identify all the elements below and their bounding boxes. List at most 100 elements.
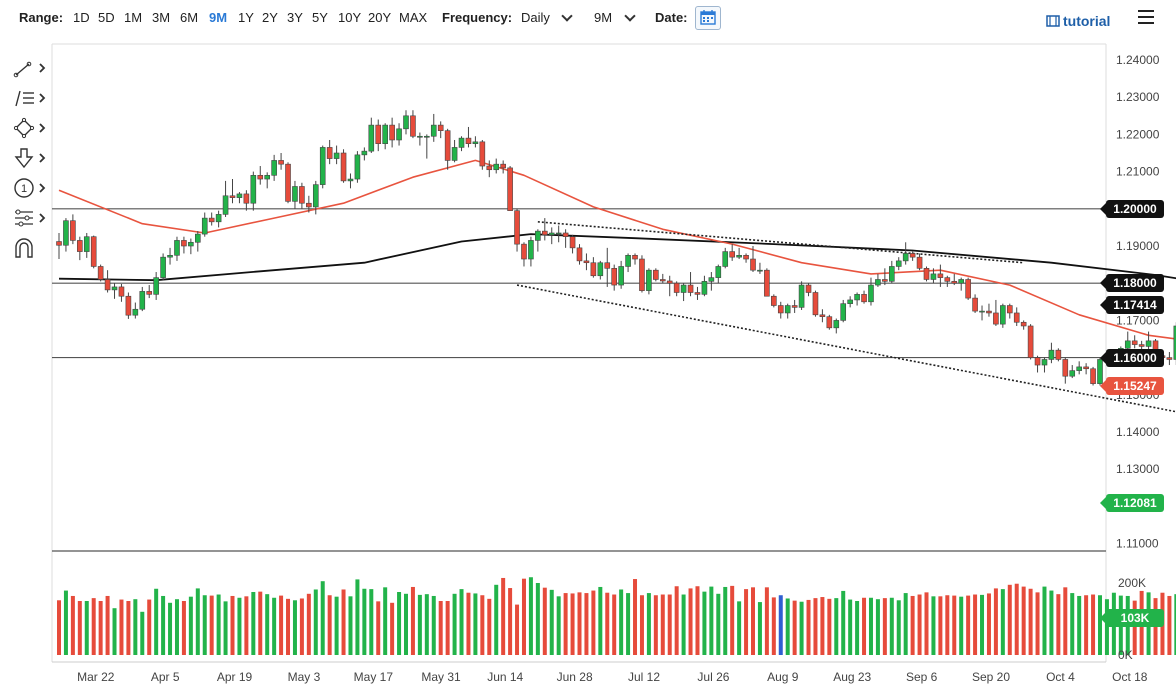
fib-tool-button[interactable] [12,86,46,110]
range-2y[interactable]: 2Y [262,10,278,25]
indicator-tool-button[interactable] [12,206,46,230]
candle [396,123,402,146]
volume-bar [327,595,332,655]
volume-bar [265,594,270,655]
candle [160,253,166,281]
volume-bar [147,599,152,655]
candle-body [875,279,881,286]
volume-bar [751,587,755,655]
candle-body [333,152,340,159]
range-max[interactable]: MAX [399,10,428,25]
tutorial-icon[interactable] [1046,14,1060,28]
date-picker-button[interactable] [695,6,721,30]
candle [361,147,368,161]
candle-body [680,284,687,293]
candle [1006,303,1013,319]
menu-icon[interactable] [1138,10,1154,24]
volume-bar [70,595,75,655]
magnet-tool-button[interactable] [12,236,46,260]
candle-body [1090,368,1096,384]
candle [118,283,125,302]
candle-body [403,115,409,130]
candle [444,128,451,170]
range-5d[interactable]: 5D [98,10,115,25]
candle [243,190,250,211]
volume-bar [202,595,207,655]
price-tick-label: 1.11000 [1116,537,1159,551]
candle-body [812,292,819,316]
candle-body [1020,321,1027,327]
candle-body [1069,370,1076,377]
candle [1076,361,1082,375]
volume-bar [515,604,520,655]
candle [97,264,104,282]
candle [1124,331,1131,351]
candle-body [507,167,513,211]
shape-tool-button[interactable] [12,116,46,140]
candle [951,273,958,286]
candle [972,294,978,313]
candle-body [902,253,909,262]
candle [694,286,701,300]
candle-body [541,230,548,236]
candle-body [444,130,451,161]
volume-bar [174,599,179,655]
candle [70,214,76,245]
candle [146,285,153,299]
candle [1041,357,1048,373]
range-6m[interactable]: 6M [180,10,199,25]
volume-bar [973,594,978,655]
candle [424,134,430,159]
candle-body [236,193,243,198]
range-1d[interactable]: 1D [73,10,90,25]
candle [458,136,465,152]
volume-bar [1077,595,1082,655]
candle [812,290,819,317]
candle [583,253,590,271]
candle [868,277,874,306]
candle-body [500,163,506,169]
volume-bar [480,595,485,655]
candle [1145,331,1152,351]
candle-body [777,305,784,314]
candle [500,160,506,174]
range-10y[interactable]: 10Y [338,10,362,25]
volume-bar [653,595,658,655]
period-select[interactable]: 9M [594,10,613,25]
candle [1020,320,1027,330]
volume-bar [417,594,422,655]
candle [555,225,562,243]
volume-bar [667,594,672,655]
range-3y[interactable]: 3Y [287,10,303,25]
volume-bar [986,593,991,655]
annotation-tool-button[interactable]: 1 [12,176,46,200]
volume-bar [612,594,617,655]
range-1y[interactable]: 1Y [238,10,254,25]
candle [653,268,659,282]
range-20y[interactable]: 20Y [368,10,392,25]
candle [875,273,881,287]
range-9m[interactable]: 9M [209,10,228,25]
volume-bar [216,594,221,655]
volume-bar [521,578,526,655]
candle [923,266,930,282]
trendline [516,284,1176,413]
volume-bar [1063,587,1068,655]
volume-bar [1056,594,1061,655]
tutorial-link[interactable]: tutorial [1063,13,1111,29]
candle [257,166,264,185]
candle-body [312,184,319,208]
range-1m[interactable]: 1M [124,10,143,25]
volume-bar [993,588,998,655]
frequency-select[interactable]: Daily [521,10,550,25]
date-label: Date: [655,10,688,25]
candle [569,234,576,254]
range-5y[interactable]: 5Y [312,10,328,25]
volume-bar [431,595,436,655]
volume-bar [404,593,408,655]
arrow-tool-button[interactable] [12,146,46,170]
candle-body [736,255,742,258]
range-3m[interactable]: 3M [152,10,171,25]
line-tool-button[interactable] [12,56,46,80]
